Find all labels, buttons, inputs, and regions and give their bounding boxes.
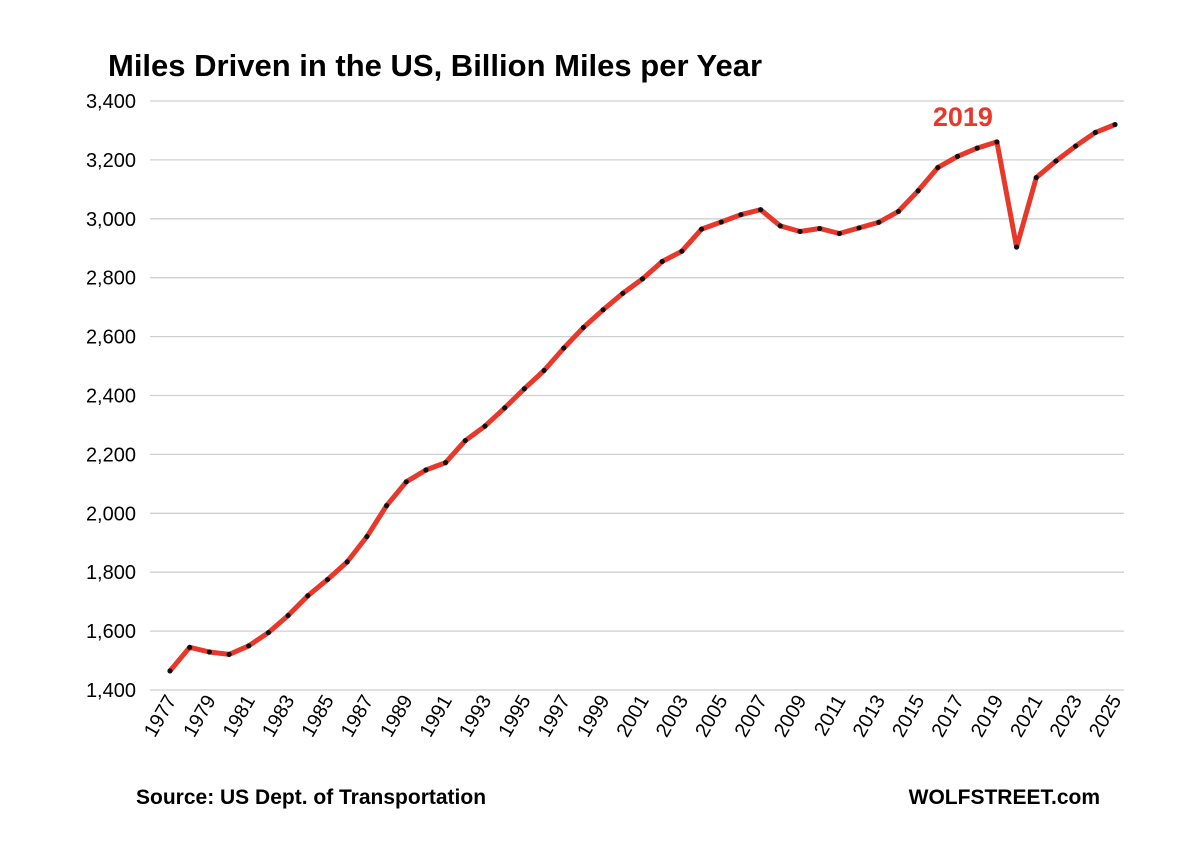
data-point	[994, 139, 1000, 145]
data-point	[443, 460, 449, 466]
x-tick-label: 1977	[140, 692, 181, 742]
x-tick-label: 2021	[1006, 692, 1047, 742]
data-point	[206, 649, 212, 655]
data-point	[974, 145, 980, 151]
data-point	[1013, 244, 1020, 250]
x-tick-label: 2011	[810, 692, 851, 740]
x-tick-label: 1987	[337, 692, 378, 742]
data-point	[718, 219, 724, 225]
data-point	[659, 258, 665, 265]
x-tick-label: 2009	[770, 692, 811, 742]
data-point	[246, 643, 252, 649]
data-point	[502, 405, 508, 411]
data-point	[777, 223, 783, 229]
x-tick-label: 2007	[731, 692, 772, 742]
data-point	[423, 467, 429, 473]
x-tick-label: 1989	[376, 692, 417, 742]
x-tick-label: 2013	[849, 692, 890, 742]
data-point	[521, 386, 527, 392]
annotation-label: 2019	[933, 102, 993, 132]
data-point	[1053, 158, 1059, 164]
x-tick-label: 1999	[573, 692, 614, 742]
data-point	[817, 225, 823, 232]
y-tick-label: 3,000	[86, 209, 136, 231]
data-point	[1033, 174, 1039, 181]
data-point	[698, 226, 705, 232]
data-point	[620, 290, 626, 296]
x-tick-label: 2015	[888, 692, 929, 742]
x-tick-label: 1995	[494, 692, 535, 742]
y-tick-label: 1,400	[86, 680, 136, 702]
annotations: 2019	[933, 102, 993, 132]
data-point	[482, 423, 488, 429]
y-tick-label: 2,600	[86, 327, 136, 349]
x-tick-label: 1991	[416, 692, 457, 742]
data-point	[797, 228, 803, 235]
x-tick-label: 1981	[219, 692, 260, 742]
x-tick-label: 2003	[652, 692, 693, 742]
data-point	[856, 225, 862, 231]
data-point	[187, 644, 193, 650]
data-point	[876, 219, 882, 225]
x-tick-label: 2001	[613, 692, 654, 742]
data-point	[265, 629, 272, 636]
y-tick-label: 3,400	[86, 91, 136, 113]
data-point	[738, 212, 744, 218]
data-point	[580, 324, 587, 331]
x-tick-label: 1985	[298, 692, 339, 742]
data-point	[600, 307, 606, 313]
data-point	[344, 559, 350, 565]
y-axis-ticks: 1,400 1,600 1,800 2,000 2,200 2,400 2,600 2,800…	[86, 91, 136, 702]
data-point	[679, 248, 685, 254]
data-point	[639, 276, 646, 282]
data-point	[1073, 143, 1079, 149]
gridlines	[150, 100, 1124, 691]
data-point	[954, 153, 961, 159]
y-tick-label: 2,000	[86, 503, 136, 525]
x-tick-label: 2025	[1085, 692, 1126, 742]
series-line	[167, 122, 1118, 674]
y-tick-label: 3,200	[86, 150, 136, 172]
x-tick-label: 1997	[534, 692, 575, 742]
data-point	[305, 593, 311, 599]
data-point	[561, 345, 567, 351]
x-axis-ticks: 1977197919811983198519871989199119931995…	[140, 692, 1126, 742]
data-point	[285, 612, 291, 619]
x-tick-label: 1983	[258, 692, 299, 742]
series-miles-driven	[167, 121, 1118, 674]
chart-title: Miles Driven in the US, Billion Miles pe…	[108, 48, 762, 83]
data-point	[383, 503, 390, 509]
data-point	[167, 668, 173, 674]
y-tick-label: 1,800	[86, 562, 136, 584]
data-point	[915, 188, 921, 194]
x-tick-label: 1979	[179, 692, 220, 742]
data-point	[364, 533, 370, 540]
x-tick-label: 2019	[967, 692, 1008, 742]
data-point	[1092, 129, 1098, 136]
data-point	[1112, 121, 1118, 128]
data-point	[895, 208, 902, 215]
x-tick-label: 2017	[928, 692, 969, 742]
data-point	[758, 207, 764, 213]
y-tick-label: 2,200	[86, 444, 136, 466]
y-tick-label: 2,400	[86, 386, 136, 408]
data-point	[836, 230, 842, 237]
x-tick-label: 2005	[691, 692, 732, 742]
data-point	[462, 437, 468, 444]
data-point	[324, 576, 331, 583]
source-note: Source: US Dept. of Transportation	[136, 786, 486, 809]
y-tick-label: 2,800	[86, 268, 136, 290]
data-point	[226, 651, 232, 657]
x-tick-label: 2023	[1046, 692, 1087, 742]
y-tick-label: 1,600	[86, 621, 136, 643]
x-tick-label: 1993	[455, 692, 496, 742]
data-point	[935, 164, 941, 171]
data-point	[403, 479, 409, 485]
brand-watermark: WOLFSTREET.com	[909, 786, 1100, 809]
data-point	[541, 367, 547, 374]
